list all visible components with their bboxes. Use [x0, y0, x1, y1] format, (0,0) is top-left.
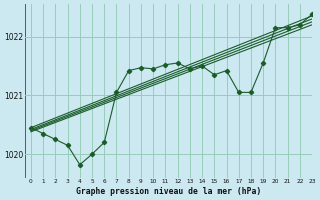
X-axis label: Graphe pression niveau de la mer (hPa): Graphe pression niveau de la mer (hPa) — [76, 187, 261, 196]
